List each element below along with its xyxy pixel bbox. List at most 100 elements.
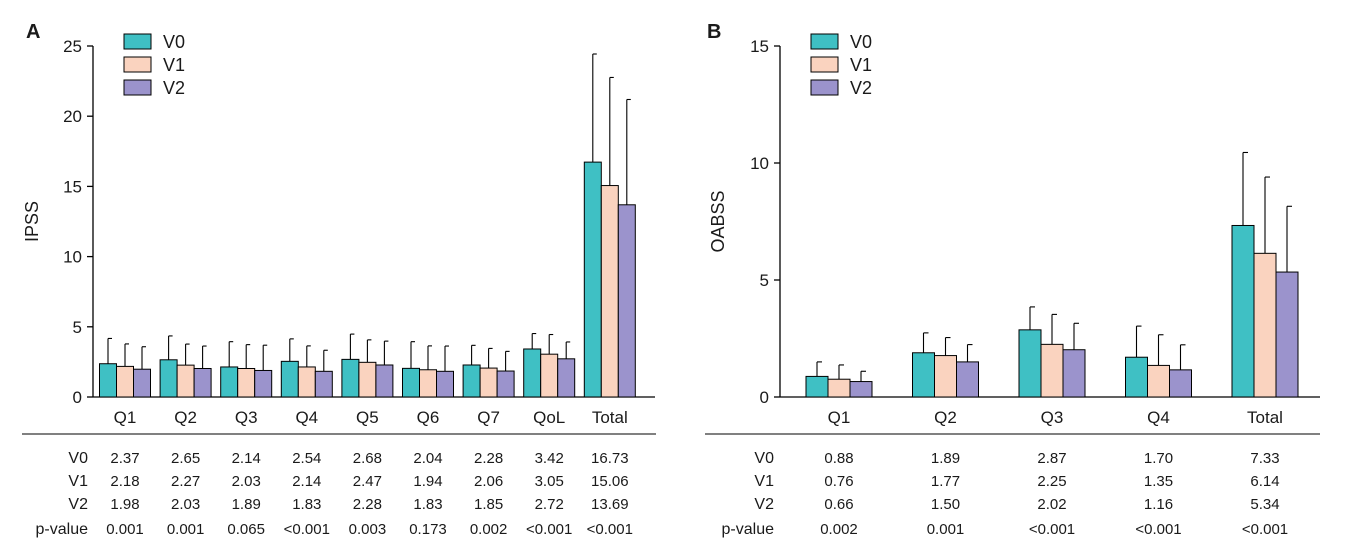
x-category-label: Total bbox=[1247, 408, 1283, 427]
table-cell: 1.98 bbox=[110, 496, 139, 513]
y-tick-label: 15 bbox=[750, 37, 769, 56]
table-cell: 0.001 bbox=[927, 521, 965, 538]
table-cell: 2.87 bbox=[1037, 450, 1066, 467]
bar-v0 bbox=[462, 364, 481, 398]
bar-v1 bbox=[419, 369, 437, 398]
table-cell: 0.002 bbox=[820, 521, 858, 538]
bar-v2 bbox=[375, 364, 394, 398]
table-cell: 2.18 bbox=[110, 473, 139, 490]
x-category-label: Q1 bbox=[114, 408, 137, 427]
x-category-label: Q1 bbox=[828, 408, 851, 427]
y-tick-label: 5 bbox=[73, 318, 82, 337]
table-cell: 2.28 bbox=[474, 450, 503, 467]
table-row-label: V2 bbox=[754, 496, 774, 513]
table-cell: 2.65 bbox=[171, 450, 200, 467]
x-category-label: Total bbox=[592, 408, 628, 427]
table-cell: 0.065 bbox=[227, 521, 265, 538]
legend-label: V0 bbox=[850, 32, 872, 52]
bar-v0 bbox=[341, 358, 360, 398]
legend-label: V0 bbox=[163, 32, 185, 52]
x-category-label: Q5 bbox=[356, 408, 379, 427]
table-cell: 1.85 bbox=[474, 496, 503, 513]
table-cell: 3.42 bbox=[535, 450, 564, 467]
table-cell: 1.83 bbox=[292, 496, 321, 513]
bar-v0 bbox=[523, 348, 542, 398]
y-tick-label: 20 bbox=[63, 107, 82, 126]
chart-panel-a: A IPSS 0 5 10 15 20 25 Q1 Q2 Q3 Q4 Q5 Q6 Q7 QoL Total V0 V… bbox=[22, 21, 656, 538]
bar-v2 bbox=[254, 369, 273, 398]
table-cell: 1.50 bbox=[931, 496, 960, 513]
bar-v1 bbox=[176, 364, 195, 398]
bar-v0 bbox=[220, 366, 239, 398]
table-cell: 2.25 bbox=[1037, 473, 1066, 490]
table-cell: 2.47 bbox=[353, 473, 382, 490]
y-tick-label: 25 bbox=[63, 37, 82, 56]
bar-v0 bbox=[805, 375, 829, 398]
y-tick-label: 0 bbox=[73, 388, 82, 407]
legend-label: V2 bbox=[163, 78, 185, 98]
y-tick-label: 10 bbox=[750, 154, 769, 173]
chart-panel-b: B OABSS 0 5 10 15 Q1 Q2 Q3 Q4 Total V0 V1 V2 V0 0.88 1.8… bbox=[705, 21, 1320, 538]
bar-v1 bbox=[1040, 343, 1064, 398]
bar-v1 bbox=[600, 185, 619, 398]
bar-v0 bbox=[402, 367, 420, 398]
x-category-label: QoL bbox=[533, 408, 565, 427]
bar-v2 bbox=[496, 370, 515, 398]
table-cell: 2.37 bbox=[110, 450, 139, 467]
table-row-label: V1 bbox=[754, 473, 774, 490]
table-cell: 2.54 bbox=[292, 450, 321, 467]
table-cell: 15.06 bbox=[591, 473, 629, 490]
bar-v2 bbox=[193, 367, 212, 398]
bar-v1 bbox=[1253, 252, 1277, 398]
table-cell: 5.34 bbox=[1250, 496, 1279, 513]
legend-swatch-v0 bbox=[810, 33, 839, 50]
table-cell: 2.14 bbox=[232, 450, 261, 467]
bar-v2 bbox=[617, 204, 636, 398]
table-cell: 2.72 bbox=[535, 496, 564, 513]
bar-v1 bbox=[934, 355, 957, 398]
legend-swatch-v0 bbox=[123, 33, 152, 50]
table-cell: 1.70 bbox=[1144, 450, 1173, 467]
bar-v0 bbox=[280, 360, 299, 398]
x-category-label: Q2 bbox=[934, 408, 957, 427]
bar-v1 bbox=[358, 361, 377, 398]
bar-v1 bbox=[237, 367, 256, 398]
bar-v0 bbox=[1231, 224, 1255, 398]
bar-v2 bbox=[849, 381, 873, 398]
x-category-label: Q2 bbox=[174, 408, 197, 427]
legend-swatch-v1 bbox=[123, 56, 152, 73]
x-category-label: Q3 bbox=[1041, 408, 1064, 427]
bar-v2 bbox=[956, 361, 979, 398]
legend-swatch-v1 bbox=[810, 56, 839, 73]
bar-v1 bbox=[540, 353, 559, 398]
y-tick-label: 10 bbox=[63, 248, 82, 267]
legend-label: V1 bbox=[850, 55, 872, 75]
bar-v2 bbox=[1275, 271, 1299, 398]
y-axis-label: OABSS bbox=[708, 190, 728, 252]
table-cell: 0.88 bbox=[824, 450, 853, 467]
legend-swatch-v2 bbox=[810, 79, 839, 96]
panel-letter: A bbox=[26, 21, 40, 43]
y-tick-label: 15 bbox=[63, 177, 82, 196]
table-cell: 1.94 bbox=[413, 473, 442, 490]
bar-v0 bbox=[583, 161, 602, 398]
table-cell: 2.03 bbox=[232, 473, 261, 490]
bar-v2 bbox=[557, 358, 576, 398]
table-cell: 0.173 bbox=[409, 521, 447, 538]
y-tick-label: 5 bbox=[760, 271, 769, 290]
table-cell: 13.69 bbox=[591, 496, 629, 513]
panel-letter: B bbox=[707, 21, 721, 43]
y-axis-label: IPSS bbox=[22, 201, 42, 242]
table-cell: 2.68 bbox=[353, 450, 382, 467]
y-tick-label: 0 bbox=[760, 388, 769, 407]
table-cell: 3.05 bbox=[535, 473, 564, 490]
legend-label: V2 bbox=[850, 78, 872, 98]
table-cell: 2.04 bbox=[413, 450, 442, 467]
bar-v2 bbox=[436, 370, 454, 398]
table-cell: <0.001 bbox=[1029, 521, 1075, 538]
x-category-label: Q7 bbox=[477, 408, 500, 427]
bar-v1 bbox=[1147, 364, 1170, 398]
legend-label: V1 bbox=[163, 55, 185, 75]
table-cell: 6.14 bbox=[1250, 473, 1279, 490]
table-cell: 0.002 bbox=[470, 521, 508, 538]
